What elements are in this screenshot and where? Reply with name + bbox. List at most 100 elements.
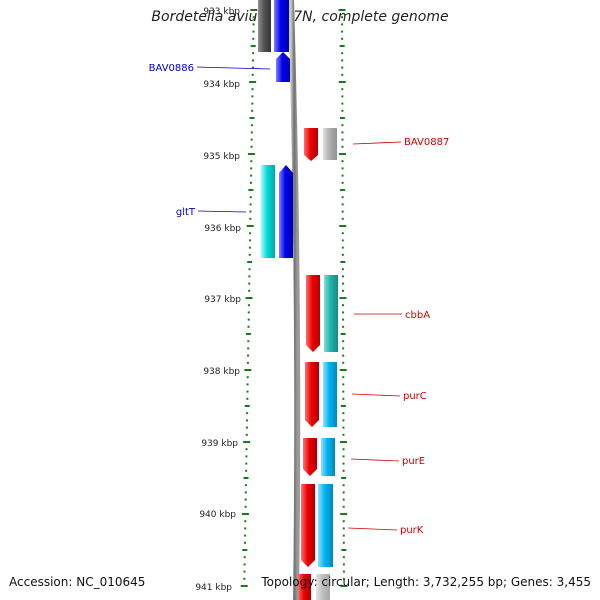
scale-major-tick [245, 297, 253, 299]
scale-minor-tick [341, 73, 344, 76]
scale-minor-tick [244, 405, 250, 407]
scale-minor-tick [342, 455, 345, 458]
scale-minor-tick [243, 563, 246, 566]
scale-minor-tick [341, 275, 344, 278]
leader-bav0886 [196, 66, 271, 70]
scale-minor-tick [341, 145, 344, 148]
scale-minor-tick [341, 23, 344, 26]
scale-minor-tick [341, 203, 344, 206]
scale-minor-tick [245, 455, 248, 458]
cog-block-teal[interactable] [324, 275, 338, 352]
cds-reverse-cbba[interactable] [306, 275, 320, 352]
scale-major-tick [339, 369, 347, 371]
cds-reverse-purk[interactable] [301, 484, 315, 567]
leader-purc [351, 393, 401, 397]
scale-major-tick [247, 153, 255, 155]
scale-minor-tick [244, 534, 247, 537]
scale-label-940: 940 kbp [199, 510, 236, 520]
scale-minor-tick [342, 577, 345, 580]
gene-label-bav0886[interactable]: BAV0886 [149, 63, 194, 74]
gene-label-purc[interactable]: purC [403, 391, 427, 402]
scale-minor-tick [342, 419, 345, 422]
gene-label-purk[interactable]: purK [400, 525, 424, 536]
cog-block-sky-purc[interactable] [323, 362, 337, 427]
scale-minor-tick [342, 556, 345, 559]
scale-major-tick [250, 9, 258, 11]
scale-minor-tick [251, 88, 254, 91]
gene-label-pure[interactable]: purE [402, 456, 425, 467]
scale-minor-tick [249, 217, 252, 220]
scale-major-tick [244, 369, 252, 371]
scale-minor-tick [341, 477, 347, 479]
scale-minor-tick [251, 95, 254, 98]
cds-reverse-bottom[interactable] [298, 574, 311, 600]
cds-reverse-bav0887[interactable] [304, 128, 318, 161]
scale-minor-tick [342, 541, 345, 544]
scale-minor-tick [342, 426, 345, 429]
cds-reverse-pure[interactable] [303, 438, 317, 476]
scale-major-tick [338, 81, 346, 83]
scale-minor-tick [339, 45, 345, 47]
scale-label-937: 937 kbp [204, 295, 241, 305]
scale-minor-tick [340, 333, 346, 335]
cog-block-gray[interactable] [323, 128, 337, 160]
scale-minor-tick [250, 167, 253, 170]
scale-minor-tick [248, 253, 251, 256]
scale-ticks-right [338, 9, 348, 587]
scale-minor-tick [250, 145, 253, 148]
scale-minor-tick [247, 318, 250, 321]
scale-minor-tick [244, 505, 247, 508]
scale-minor-tick [340, 405, 346, 407]
scale-minor-tick [342, 311, 345, 314]
scale-minor-tick [243, 477, 249, 479]
scale-minor-tick [250, 131, 253, 134]
scale-minor-tick [342, 376, 345, 379]
scale-minor-tick [341, 102, 344, 105]
scale-minor-tick [246, 376, 249, 379]
scale-minor-tick [247, 347, 250, 350]
scale-minor-tick [249, 117, 255, 119]
scale-minor-tick [250, 174, 253, 177]
scale-minor-tick [251, 102, 254, 105]
cds-forward-bav0886[interactable] [276, 52, 290, 82]
gene-label-cbba[interactable]: cbbA [405, 310, 430, 321]
scale-minor-tick [246, 383, 249, 386]
scale-minor-tick [341, 196, 344, 199]
cds-forward-gltt[interactable] [279, 165, 293, 258]
scale-minor-tick [249, 232, 252, 235]
cog-block-sky-pure[interactable] [321, 438, 335, 476]
cds-reverse-purc[interactable] [305, 362, 319, 427]
scale-minor-tick [341, 282, 344, 285]
map-title: Bordetella avium 197N, complete genome [151, 9, 449, 25]
scale-minor-tick [249, 210, 252, 213]
scale-major-tick [339, 297, 347, 299]
cds-forward-top[interactable] [274, 0, 289, 52]
scale-minor-tick [342, 570, 345, 573]
scale-label-939: 939 kbp [201, 439, 238, 449]
cog-block-sky-purk[interactable] [318, 484, 333, 567]
cog-block-cyan[interactable] [261, 165, 275, 258]
scale-minor-tick [342, 448, 345, 451]
scale-minor-tick [342, 534, 345, 537]
scale-major-tick [340, 585, 348, 587]
scale-minor-tick [252, 30, 255, 33]
scale-labels: 933 kbp 934 kbp 935 kbp 936 kbp 937 kbp … [195, 7, 241, 593]
scale-minor-tick [342, 304, 345, 307]
scale-minor-tick [252, 37, 255, 40]
scale-minor-tick [245, 333, 251, 335]
scale-minor-tick [249, 196, 252, 199]
scale-minor-tick [342, 390, 345, 393]
scale-minor-tick [251, 59, 254, 62]
cog-block-bottom[interactable] [316, 574, 330, 600]
scale-major-tick [339, 225, 347, 227]
scale-minor-tick [245, 448, 248, 451]
cog-block-dark[interactable] [258, 0, 271, 52]
gene-label-bav0887[interactable]: BAV0887 [404, 137, 449, 148]
gene-label-gltt[interactable]: gltT [176, 207, 196, 218]
scale-major-tick [241, 513, 249, 515]
scale-minor-tick [250, 124, 253, 127]
scale-minor-tick [341, 181, 344, 184]
scale-minor-tick [341, 210, 344, 213]
scale-minor-tick [250, 45, 256, 47]
leader-gltt [197, 210, 247, 213]
